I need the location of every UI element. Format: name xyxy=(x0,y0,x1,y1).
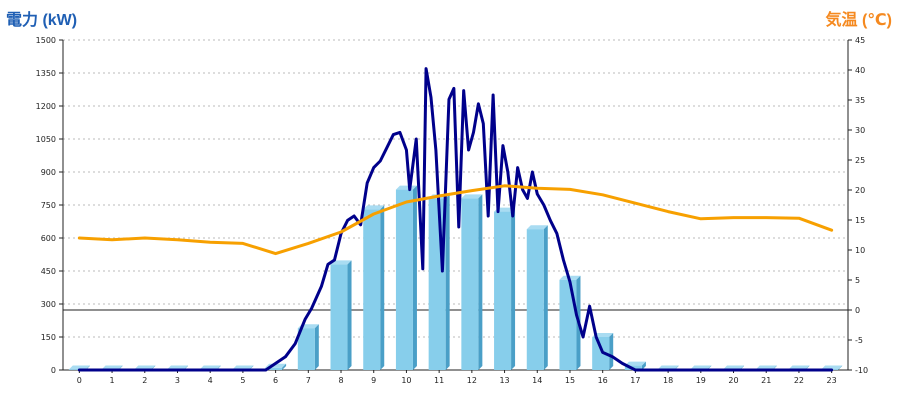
left-tick-label: 150 xyxy=(41,333,56,342)
left-tick-label: 600 xyxy=(41,234,56,243)
left-tick-label: 0 xyxy=(51,366,56,375)
x-tick-label: 14 xyxy=(532,376,542,385)
right-tick-label: -5 xyxy=(855,336,863,345)
bar-top xyxy=(624,361,646,366)
x-tick-label: 18 xyxy=(663,376,673,385)
bar xyxy=(461,198,479,370)
right-tick-label: 40 xyxy=(855,66,865,75)
bar xyxy=(297,328,315,370)
x-tick-label: 9 xyxy=(371,376,376,385)
bar-side xyxy=(347,260,352,370)
right-tick-label: -10 xyxy=(855,366,868,375)
bar-side xyxy=(314,324,319,370)
x-tick-label: 8 xyxy=(338,376,343,385)
left-tick-label: 1350 xyxy=(36,69,56,78)
x-tick-label: 12 xyxy=(467,376,477,385)
left-tick-label: 1200 xyxy=(36,102,56,111)
bar-side xyxy=(478,194,483,370)
bar-top xyxy=(395,185,417,190)
bar xyxy=(265,367,283,370)
bar xyxy=(559,279,577,370)
power-line xyxy=(77,67,834,372)
x-tick-label: 4 xyxy=(208,376,213,385)
bar xyxy=(363,209,381,370)
x-tick-label: 6 xyxy=(273,376,278,385)
x-tick-label: 5 xyxy=(240,376,245,385)
bar xyxy=(592,337,610,370)
right-tick-label: 35 xyxy=(855,96,865,105)
right-tick-label: 10 xyxy=(855,246,865,255)
left-tick-label: 1050 xyxy=(36,135,56,144)
bar-side xyxy=(380,205,385,370)
bar-top xyxy=(526,225,548,230)
left-axis-title: 電力 (kW) xyxy=(6,12,78,29)
right-tick-label: 15 xyxy=(855,216,865,225)
bar-top xyxy=(461,194,483,199)
left-tick-label: 450 xyxy=(41,267,56,276)
bar-top xyxy=(330,260,352,265)
x-tick-label: 2 xyxy=(142,376,147,385)
x-tick-label: 22 xyxy=(794,376,804,385)
x-tick-label: 17 xyxy=(630,376,640,385)
bar-side xyxy=(445,194,450,370)
right-tick-label: 30 xyxy=(855,126,865,135)
bar xyxy=(526,229,544,370)
bar-side xyxy=(609,333,614,370)
temperature-line xyxy=(77,184,834,256)
bar-side xyxy=(282,363,287,370)
bar-side xyxy=(511,207,516,370)
x-tick-label: 1 xyxy=(110,376,115,385)
bar-side xyxy=(543,225,548,370)
x-tick-label: 15 xyxy=(565,376,575,385)
x-tick-label: 13 xyxy=(499,376,509,385)
x-tick-label: 23 xyxy=(827,376,837,385)
bar xyxy=(494,211,512,370)
left-tick-label: 900 xyxy=(41,168,56,177)
x-tick-label: 21 xyxy=(761,376,771,385)
x-tick-label: 10 xyxy=(401,376,411,385)
x-tick-label: 19 xyxy=(696,376,706,385)
x-tick-label: 7 xyxy=(306,376,311,385)
right-tick-label: 20 xyxy=(855,186,865,195)
right-tick-label: 45 xyxy=(855,36,865,45)
x-tick-label: 3 xyxy=(175,376,180,385)
bar-top xyxy=(363,205,385,210)
x-tick-label: 20 xyxy=(728,376,738,385)
right-tick-label: 25 xyxy=(855,156,865,165)
left-tick-label: 1500 xyxy=(36,36,56,45)
bar-side xyxy=(412,185,417,370)
bar xyxy=(395,189,413,370)
bar-side xyxy=(838,365,843,370)
x-tick-label: 0 xyxy=(77,376,82,385)
bar-side xyxy=(641,361,646,370)
right-axis-title: 気温 (℃) xyxy=(825,12,892,29)
bar xyxy=(330,264,348,370)
left-tick-label: 750 xyxy=(41,201,56,210)
right-tick-label: 0 xyxy=(855,306,860,315)
left-tick-label: 300 xyxy=(41,300,56,309)
x-tick-label: 16 xyxy=(598,376,608,385)
right-tick-label: 5 xyxy=(855,276,860,285)
x-tick-label: 11 xyxy=(434,376,444,385)
